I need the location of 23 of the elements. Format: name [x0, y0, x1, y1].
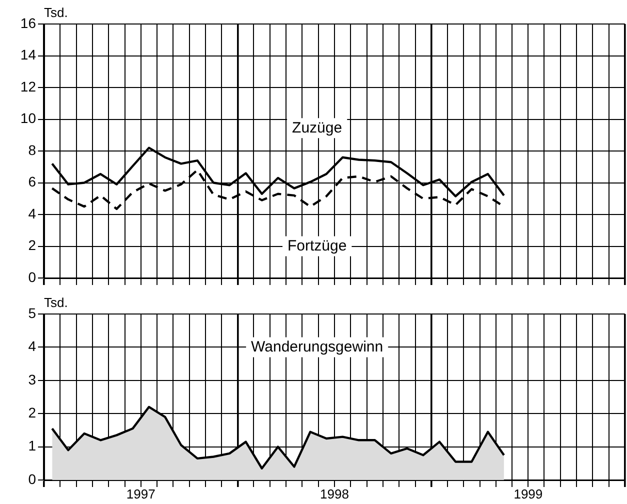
x-tick-label: 1997 [126, 486, 156, 502]
y-tick-label: 2 [28, 237, 36, 254]
y-tick-label: 12 [20, 78, 36, 94]
y-tick-label: 3 [28, 371, 36, 388]
x-tick-label: 1999 [514, 486, 543, 502]
y-tick-label: 6 [28, 174, 36, 190]
x-tick-label: 1998 [320, 486, 349, 502]
y-tick-label: 5 [28, 304, 36, 321]
y-tick-label: 0 [28, 470, 36, 487]
y-tick-label: 1 [28, 438, 36, 454]
series-label: Zuzüge [292, 119, 342, 136]
y-axis-title: Tsd. [44, 295, 68, 310]
y-tick-label: 14 [20, 46, 36, 63]
y-tick-label: 10 [20, 110, 36, 126]
y-tick-label: 4 [28, 205, 36, 222]
y-tick-label: 2 [28, 404, 36, 420]
text: Wanderungsgewinn [251, 338, 384, 356]
y-tick-label: 4 [28, 338, 36, 354]
y-axis-title: Tsd. [44, 5, 68, 20]
text: Fortzüge [287, 237, 347, 254]
y-tick-label: 8 [28, 142, 36, 158]
y-tick-label: 0 [28, 268, 36, 285]
y-tick-label: 16 [20, 14, 36, 31]
